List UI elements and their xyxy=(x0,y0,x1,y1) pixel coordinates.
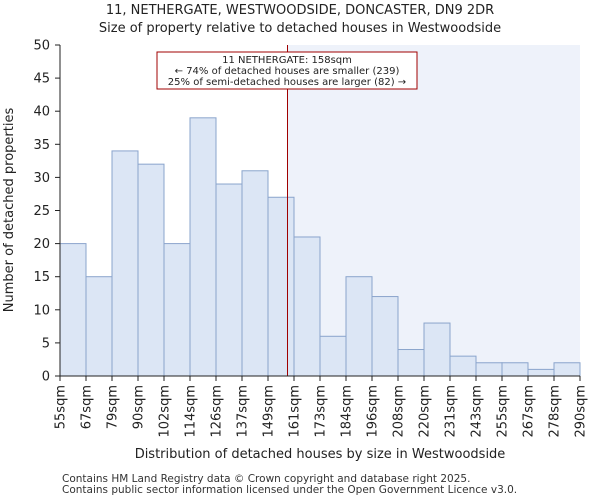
bar xyxy=(319,335,347,377)
y-axis-label: Number of detached properties xyxy=(2,108,17,313)
bar xyxy=(267,196,295,377)
bar xyxy=(293,236,321,377)
x-tick-label: 255sqm xyxy=(496,385,511,438)
annotation-line-2: ← 74% of detached houses are smaller (23… xyxy=(175,66,400,77)
x-tick-label: 126sqm xyxy=(210,385,225,438)
bar xyxy=(553,362,581,377)
x-tick-label: 114sqm xyxy=(184,385,199,438)
x-tick-label: 173sqm xyxy=(314,385,329,438)
bar xyxy=(345,276,373,377)
annotation-box: 11 NETHERGATE: 158sqm ← 74% of detached … xyxy=(156,51,418,90)
x-axis-label: Distribution of detached houses by size … xyxy=(135,447,506,462)
bar xyxy=(501,362,529,377)
footer-copyright: Contains HM Land Registry data © Crown c… xyxy=(62,473,471,485)
x-tick-label: 267sqm xyxy=(522,385,537,438)
highlight-region xyxy=(287,45,580,376)
y-tick-label: 15 xyxy=(33,270,50,285)
bar xyxy=(397,349,425,377)
bar xyxy=(137,163,165,377)
chart-title: 11, NETHERGATE, WESTWOODSIDE, DONCASTER,… xyxy=(106,3,494,18)
x-tick-label: 137sqm xyxy=(236,385,251,438)
bar xyxy=(527,368,555,377)
bar xyxy=(59,243,87,377)
y-tick-label: 40 xyxy=(33,105,50,120)
x-tick-label: 90sqm xyxy=(132,385,147,429)
bar xyxy=(423,322,451,377)
x-tick-label: 67sqm xyxy=(80,385,95,429)
bar xyxy=(449,355,477,377)
y-tick-label: 50 xyxy=(33,39,50,54)
bars-group xyxy=(59,117,581,377)
y-tick-label: 0 xyxy=(42,370,50,385)
x-tick-label: 149sqm xyxy=(262,385,277,438)
y-tick-label: 10 xyxy=(33,303,50,318)
annotation-frame xyxy=(156,51,418,90)
x-tick-label: 220sqm xyxy=(418,385,433,438)
x-tick-label: 161sqm xyxy=(288,385,303,438)
x-tick-label: 231sqm xyxy=(444,385,459,438)
y-tick-label: 5 xyxy=(42,336,50,351)
y-tick-label: 45 xyxy=(33,72,50,87)
y-tick-label: 30 xyxy=(33,171,50,186)
bar xyxy=(215,183,243,377)
bar xyxy=(371,296,399,377)
x-tick-label: 79sqm xyxy=(106,385,121,429)
x-tick-label: 278sqm xyxy=(548,385,563,438)
x-tick-label: 184sqm xyxy=(340,385,355,438)
chart-subtitle: Size of property relative to detached ho… xyxy=(99,21,501,36)
footer-licence: Contains public sector information licen… xyxy=(62,484,518,496)
annotation-line-3: 25% of semi-detached houses are larger (… xyxy=(168,77,406,88)
x-tick-label: 55sqm xyxy=(54,385,69,429)
y-ticks-group: 0 5 10 15 20 25 30 35 40 45 50 xyxy=(33,39,60,385)
bar xyxy=(163,243,191,377)
annotation-line-1: 11 NETHERGATE: 158sqm xyxy=(222,55,352,66)
y-tick-label: 20 xyxy=(33,237,50,252)
x-tick-label: 243sqm xyxy=(470,385,485,438)
x-tick-label: 290sqm xyxy=(574,385,589,438)
x-tick-label: 102sqm xyxy=(158,385,173,438)
bar xyxy=(189,117,217,377)
bar xyxy=(475,362,503,377)
x-tick-label: 196sqm xyxy=(366,385,381,438)
x-tick-label: 208sqm xyxy=(392,385,407,438)
bar xyxy=(241,170,269,377)
bar xyxy=(85,276,113,377)
bar xyxy=(111,150,139,377)
y-tick-label: 35 xyxy=(33,138,50,153)
x-ticks-group: 55sqm 67sqm 79sqm 90sqm 102sqm 114sqm 126sqm 13… xyxy=(54,376,589,438)
y-tick-label: 25 xyxy=(33,204,50,219)
